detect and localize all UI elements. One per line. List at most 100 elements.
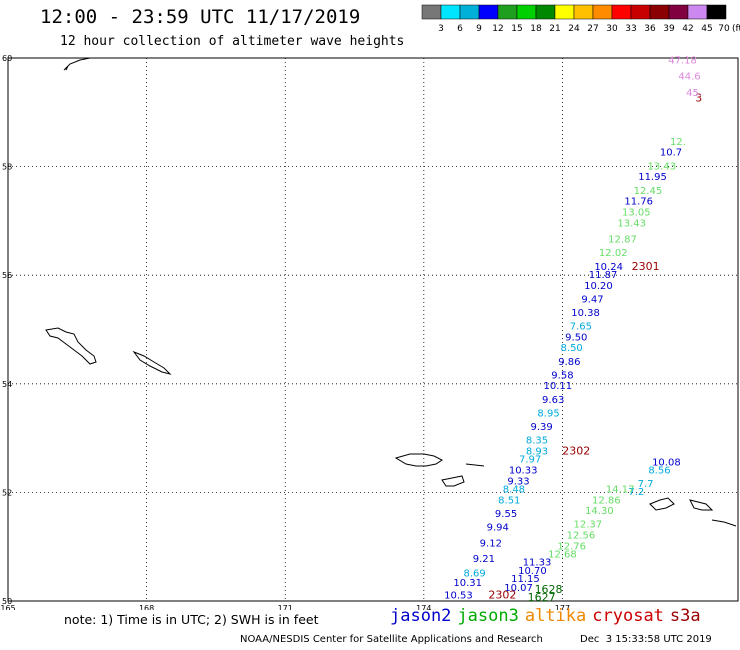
color-tick-label: 3 bbox=[438, 24, 444, 34]
color-tick-label: 42 bbox=[682, 24, 693, 34]
lat-tick-label: 54 bbox=[2, 380, 12, 389]
swh-value-cryosat: 2302 bbox=[488, 588, 516, 601]
swh-value-jason2: 11.76 bbox=[624, 197, 653, 208]
lon-tick-label: 174 bbox=[416, 604, 431, 610]
swh-value-jason3: 12.56 bbox=[567, 531, 596, 542]
swh-value-jason2b: 8.48 bbox=[503, 484, 525, 495]
swh-value-jason2: 9.12 bbox=[480, 539, 502, 550]
swh-value-jason2b: 8.69 bbox=[464, 569, 486, 580]
swh-value-jason2b: 8.93 bbox=[526, 446, 548, 457]
lon-tick-label: 171 bbox=[278, 604, 293, 610]
island-east bbox=[711, 519, 737, 527]
island-amchitka bbox=[441, 475, 465, 487]
legend-jason3: jason3 bbox=[457, 606, 519, 626]
swh-value-jason3: 12.02 bbox=[599, 248, 628, 259]
swh-value-jason3: 13.05 bbox=[622, 207, 651, 218]
swh-value-jason3: 12.76 bbox=[557, 541, 586, 552]
swh-value-jason2: 11.33 bbox=[523, 558, 552, 569]
swh-value-violet: 45. bbox=[686, 88, 702, 99]
color-tick-label: 6 bbox=[457, 24, 463, 34]
color-tick-label: 27 bbox=[587, 24, 598, 34]
legend-s3a: s3a bbox=[669, 606, 701, 626]
satellite-legend: jason2 jason3 altika cryosat s3a bbox=[390, 606, 707, 626]
legend-altika: altika bbox=[524, 606, 587, 626]
color-tick-label: 36 bbox=[644, 24, 656, 34]
generated-timestamp: Dec 3 15:33:58 UTC 2019 bbox=[580, 634, 712, 645]
swh-value-jason2b: 7.97 bbox=[519, 455, 541, 466]
swh-value-jason2: 10.24 bbox=[594, 262, 623, 273]
color-swatch-15 bbox=[706, 4, 727, 20]
swh-value-jason2: 9.39 bbox=[531, 422, 553, 433]
swh-value-jason3: 14.30 bbox=[585, 506, 614, 517]
swh-value-s3a: 1627 bbox=[528, 591, 556, 604]
lon-tick-label: 165 bbox=[0, 604, 15, 610]
swh-value-jason2: 10.08 bbox=[652, 457, 681, 468]
color-tick-label: 30 bbox=[606, 24, 618, 34]
swh-value-jason3: 12.87 bbox=[608, 235, 637, 246]
swh-value-jason3: 12.45 bbox=[634, 186, 663, 197]
swh-value-jason2: 9.47 bbox=[581, 294, 603, 305]
swh-value-jason2: 10.31 bbox=[453, 578, 482, 589]
swh-value-jason2: 11.95 bbox=[638, 172, 667, 183]
lat-tick-label: 58 bbox=[2, 163, 12, 172]
swh-value-violet: 47.18 bbox=[668, 55, 697, 66]
swh-value-jason2: 9.50 bbox=[565, 332, 587, 343]
color-tick-label: 45 bbox=[701, 24, 712, 34]
color-tick-label: 9 bbox=[476, 24, 482, 34]
swh-value-jason2: 9.58 bbox=[551, 370, 573, 381]
island-kamchatka-tip bbox=[63, 57, 91, 71]
swh-value-s3a: 1628 bbox=[535, 583, 563, 596]
swh-value-jason2: 11.15 bbox=[511, 574, 540, 585]
color-tick-label: 18 bbox=[530, 24, 542, 34]
axis-labels: 50 52 54 56 58 60 165 168 171 174 177 bbox=[0, 54, 570, 610]
credit-line: NOAA/NESDIS Center for Satellite Applica… bbox=[240, 634, 543, 645]
color-unit-label: (ft) bbox=[732, 24, 740, 34]
swh-value-jason2: 10.11 bbox=[543, 381, 572, 392]
color-tick-label: 12 bbox=[492, 24, 503, 34]
color-tick-label: 39 bbox=[663, 24, 675, 34]
island-atka bbox=[689, 499, 714, 511]
swh-value-jason2: 10.20 bbox=[584, 281, 613, 292]
swh-value-jason2: 11.87 bbox=[589, 270, 618, 281]
island-attu bbox=[45, 327, 97, 365]
island-kiska bbox=[394, 453, 443, 467]
swh-value-jason3: 12.37 bbox=[574, 520, 603, 531]
swh-value-jason2b: 7.7 bbox=[638, 479, 654, 490]
coastline-islands bbox=[45, 57, 737, 527]
swh-value-jason2b: 8.51 bbox=[498, 495, 520, 506]
color-tick-label: 33 bbox=[625, 24, 636, 34]
color-tick-label: 21 bbox=[549, 24, 560, 34]
swh-value-jason2: 9.63 bbox=[542, 395, 564, 406]
swh-value-jason3: 12.86 bbox=[592, 495, 621, 506]
swh-value-cryosat: 3 bbox=[695, 91, 702, 104]
swh-value-jason2: 9.94 bbox=[487, 522, 509, 533]
legend-cryosat: cryosat bbox=[592, 606, 664, 626]
swh-value-jason3: 12.68 bbox=[548, 550, 577, 561]
swh-value-jason2b: 8.50 bbox=[561, 343, 583, 354]
map-gridlines bbox=[7, 57, 738, 602]
swh-value-cryosat: 2302 bbox=[562, 444, 590, 457]
lat-tick-label: 50 bbox=[2, 597, 12, 606]
swh-value-jason2: 9.33 bbox=[507, 476, 529, 487]
swh-value-jason2: 9.55 bbox=[495, 509, 517, 520]
swh-value-jason2b: 7.65 bbox=[570, 322, 592, 333]
swh-value-jason2: 10.38 bbox=[571, 308, 600, 319]
color-tick-label: 15 bbox=[511, 24, 522, 34]
island-adak bbox=[649, 497, 675, 511]
map-title: 12:00 - 23:59 UTC 11/17/2019 bbox=[40, 6, 361, 28]
swh-value-jason3: 12. bbox=[670, 137, 686, 148]
swh-value-violet: 44.6 bbox=[678, 72, 700, 83]
swh-value-jason3: 14.17 bbox=[606, 484, 635, 495]
lat-tick-label: 56 bbox=[2, 271, 12, 280]
swh-value-cryosat: 2301 bbox=[632, 260, 660, 273]
swh-value-jason2: 10.33 bbox=[509, 465, 538, 476]
color-tick-label: 24 bbox=[568, 24, 580, 34]
footer-note: note: 1) Time is in UTC; 2) SWH is in fe… bbox=[64, 612, 319, 627]
island-commander bbox=[132, 350, 172, 375]
swh-value-jason2: 10.07 bbox=[504, 583, 533, 594]
map-frame bbox=[7, 57, 739, 602]
lon-tick-label: 177 bbox=[555, 604, 570, 610]
